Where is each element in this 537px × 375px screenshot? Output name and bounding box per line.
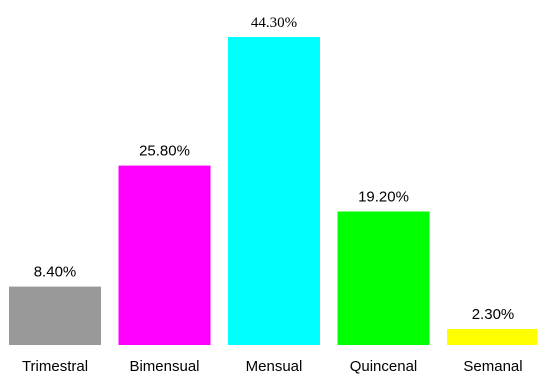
value-label-trimestral: 8.40% [34, 264, 77, 281]
value-label-bimensual: 25.80% [139, 143, 190, 160]
category-label-trimestral: Trimestral [22, 358, 88, 375]
category-label-quincenal: Quincenal [350, 358, 418, 375]
category-label-mensual: Mensual [246, 358, 303, 375]
value-label-semanal: 2.30% [472, 306, 515, 323]
bar-mensual [228, 37, 320, 345]
value-label-quincenal: 19.20% [358, 189, 409, 206]
bar-quincenal [337, 211, 430, 345]
category-label-semanal: Semanal [463, 358, 522, 375]
bar-trimestral [9, 286, 101, 345]
category-label-bimensual: Bimensual [129, 358, 199, 375]
bar-semanal [447, 329, 537, 345]
bar-bimensual [118, 165, 211, 345]
value-label-mensual: 44.30% [251, 15, 297, 31]
